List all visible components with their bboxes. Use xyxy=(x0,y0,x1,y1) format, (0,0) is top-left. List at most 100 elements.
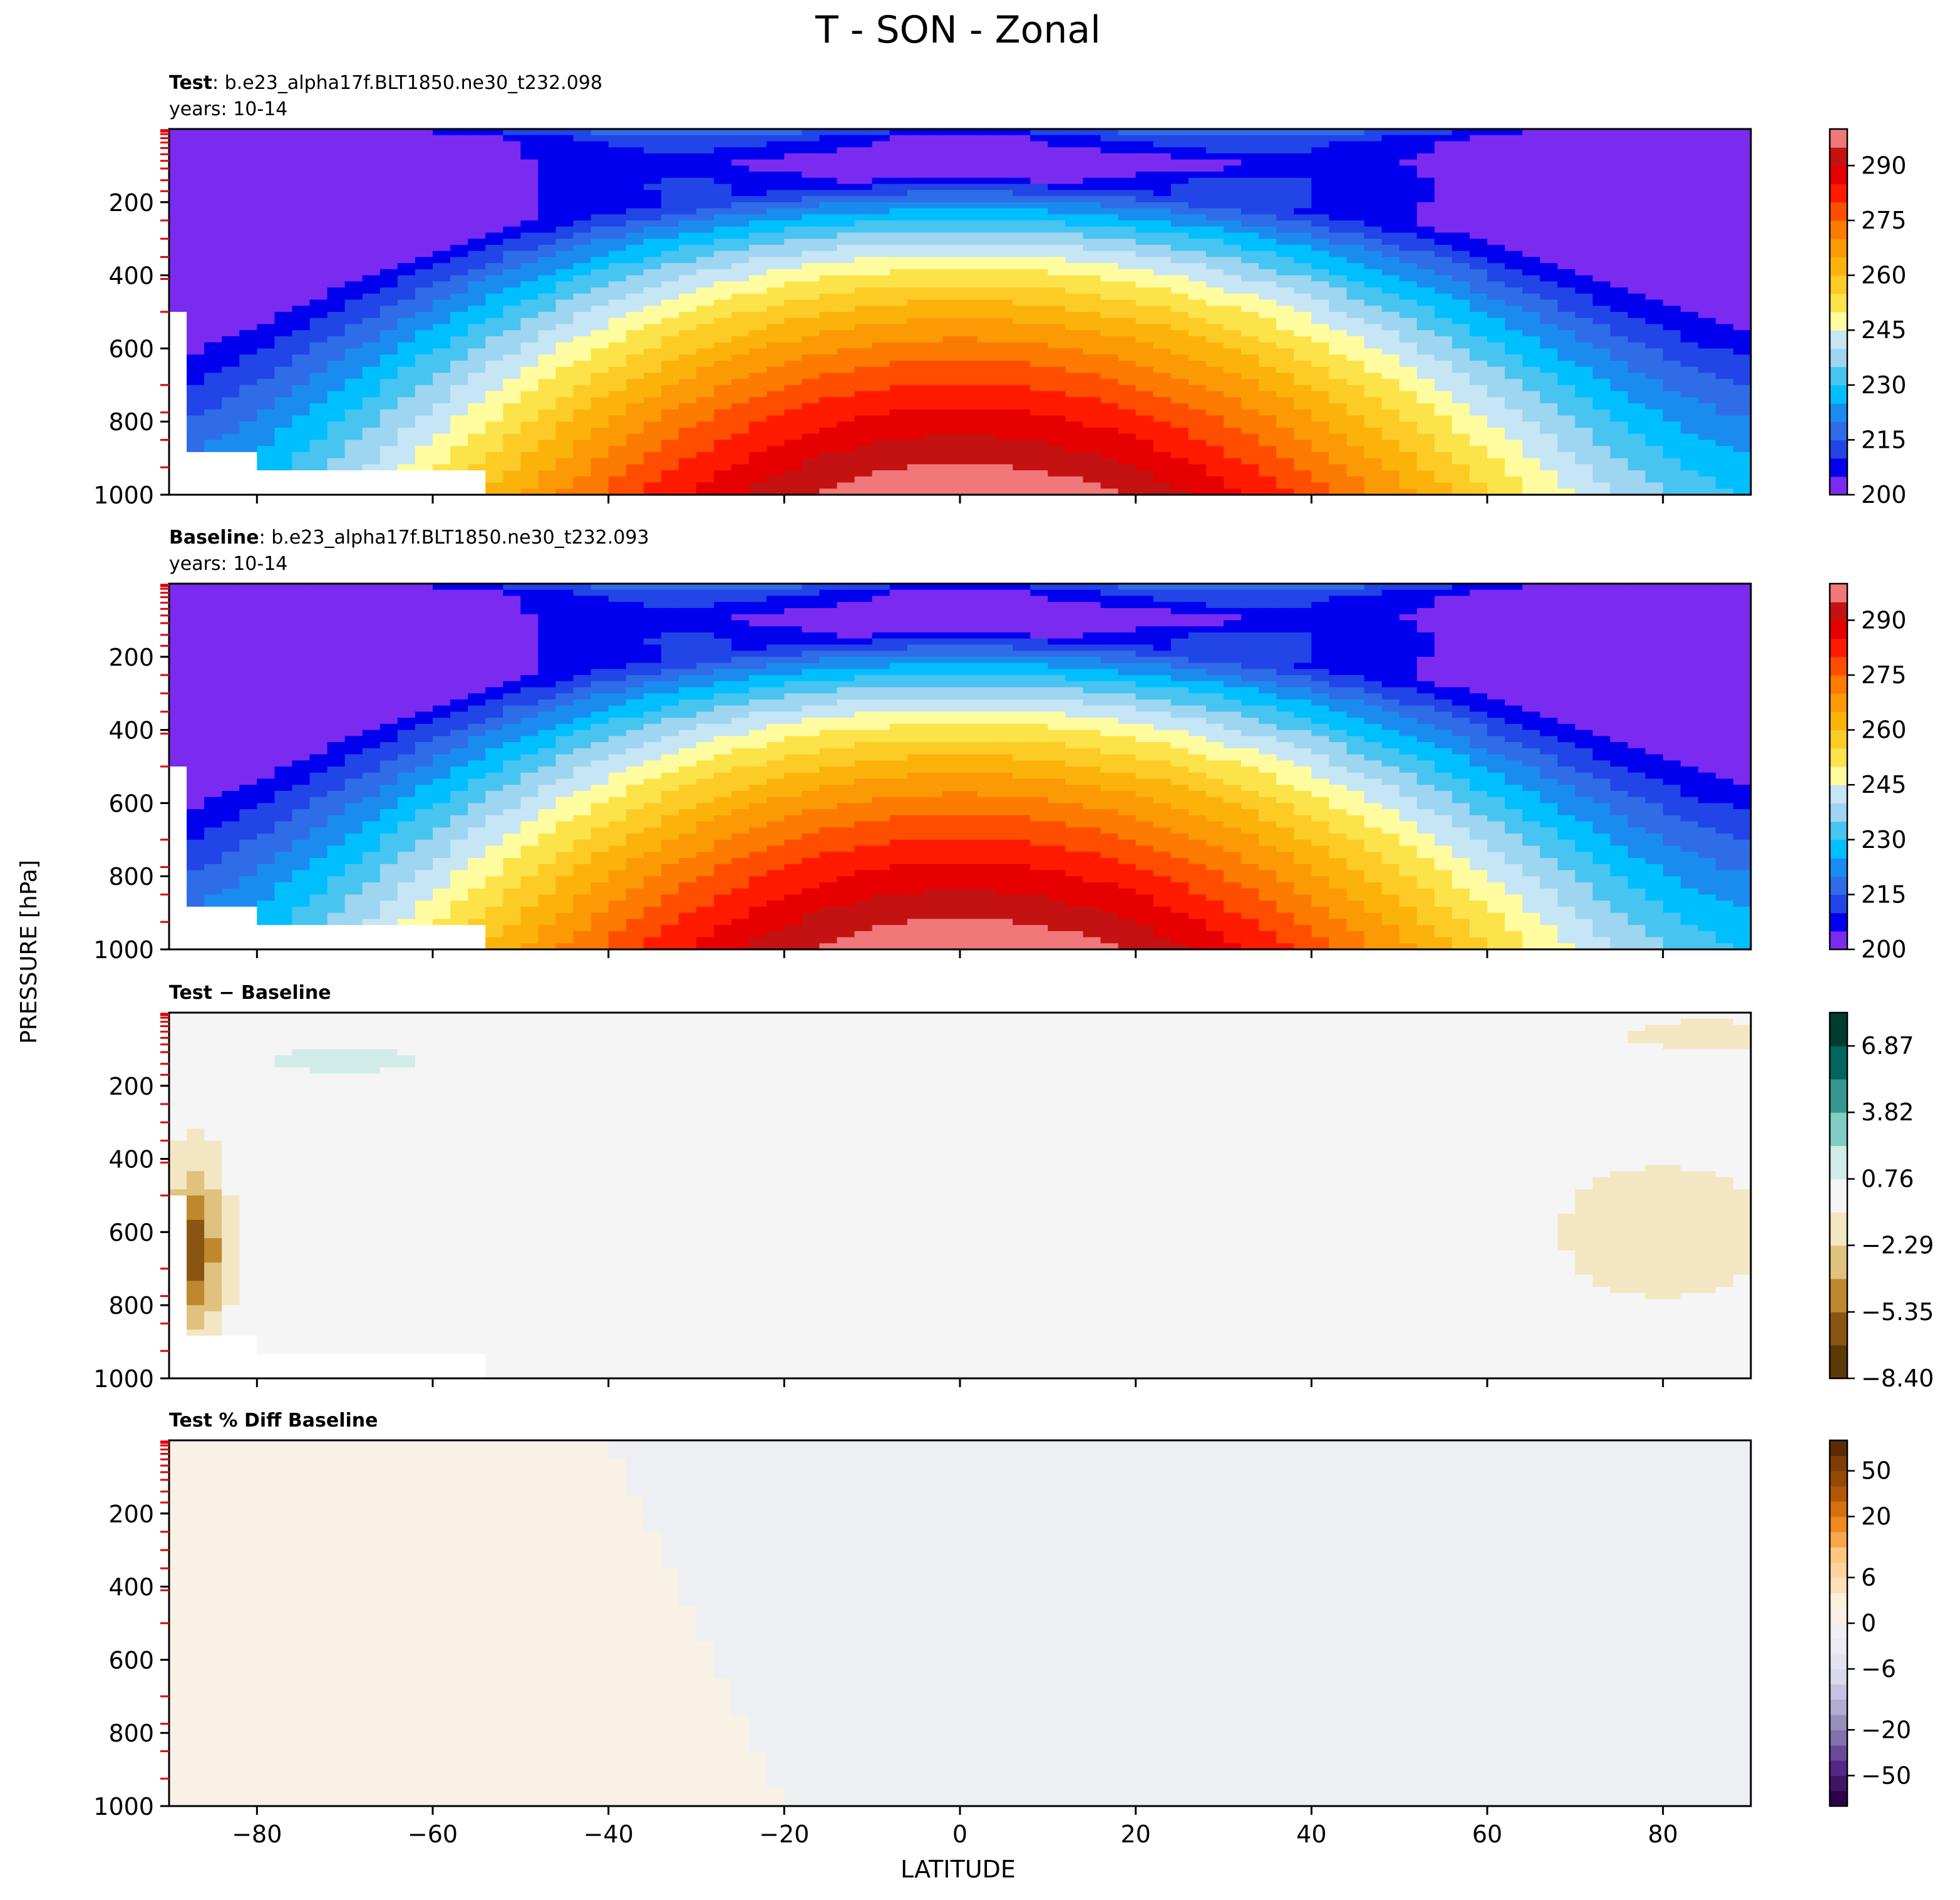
heatmap-cell xyxy=(977,135,996,142)
heatmap-cell xyxy=(1610,141,1629,148)
heatmap-cell xyxy=(626,165,644,172)
heatmap-cell xyxy=(1452,488,1470,495)
heatmap-cell xyxy=(1153,415,1172,422)
heatmap-cell xyxy=(714,385,732,392)
heatmap-cell xyxy=(344,153,363,160)
heatmap-cell xyxy=(362,348,381,355)
heatmap-cell xyxy=(626,464,644,471)
heatmap-cell xyxy=(379,366,398,374)
heatmap-cell xyxy=(362,470,381,477)
heatmap-cell xyxy=(503,293,522,301)
heatmap-cell xyxy=(749,342,768,349)
heatmap-cell xyxy=(239,147,258,154)
heatmap-cell xyxy=(924,263,943,270)
heatmap-cell xyxy=(1241,293,1259,301)
heatmap-cell xyxy=(643,159,662,167)
heatmap-cell xyxy=(696,403,714,410)
heatmap-cell xyxy=(1557,250,1576,258)
heatmap-cell xyxy=(239,397,258,404)
heatmap-cell xyxy=(626,220,644,227)
heatmap-cell xyxy=(608,232,627,239)
heatmap-cell xyxy=(1048,415,1066,422)
heatmap-cell xyxy=(450,403,468,410)
heatmap-cell xyxy=(538,220,557,227)
heatmap-cell xyxy=(1505,464,1523,471)
heatmap-cell xyxy=(450,318,468,325)
heatmap-cell xyxy=(643,263,662,270)
heatmap-cell xyxy=(1170,147,1189,154)
heatmap-cell xyxy=(1224,147,1242,154)
heatmap-cell xyxy=(204,141,222,148)
heatmap-cell xyxy=(1381,177,1400,185)
heatmap-cell xyxy=(819,135,838,142)
heatmap-cell xyxy=(889,403,908,410)
heatmap-cell xyxy=(924,172,943,178)
heatmap-cell xyxy=(1276,330,1295,337)
heatmap-cell xyxy=(1610,354,1629,361)
heatmap-cell xyxy=(731,159,750,167)
heatmap-cell xyxy=(239,312,258,319)
heatmap-cell xyxy=(1311,482,1330,490)
heatmap-cell xyxy=(1135,135,1154,142)
heatmap-cell xyxy=(1153,220,1172,227)
heatmap-cell xyxy=(942,135,961,142)
heatmap-cell xyxy=(379,214,398,221)
heatmap-cell xyxy=(802,360,820,368)
heatmap-cell xyxy=(854,293,873,301)
heatmap-cell xyxy=(591,312,609,319)
heatmap-cell xyxy=(1346,452,1365,459)
heatmap-cell xyxy=(1276,366,1295,374)
heatmap-cell xyxy=(749,190,768,197)
heatmap-cell xyxy=(257,397,276,404)
heatmap-cell xyxy=(960,159,978,167)
heatmap-cell xyxy=(1259,232,1277,239)
heatmap-cell xyxy=(538,391,557,398)
heatmap-cell xyxy=(942,153,961,160)
heatmap-cell xyxy=(362,409,381,416)
heatmap-cell xyxy=(1575,172,1594,178)
heatmap-cell xyxy=(889,318,908,325)
heatmap-cell xyxy=(187,293,205,301)
heatmap-cell xyxy=(222,421,240,428)
heatmap-cell xyxy=(538,183,557,191)
heatmap-cell xyxy=(503,470,522,477)
heatmap-cell xyxy=(222,196,240,203)
heatmap-cell xyxy=(468,275,486,282)
heatmap-cell xyxy=(1241,366,1259,374)
heatmap-cell xyxy=(626,226,644,234)
heatmap-cell xyxy=(1575,275,1594,282)
heatmap-cell xyxy=(1224,470,1242,477)
heatmap-cell xyxy=(1135,440,1154,447)
heatmap-cell xyxy=(819,299,838,307)
heatmap-cell xyxy=(626,440,644,447)
heatmap-cell xyxy=(1522,269,1540,276)
heatmap-cell xyxy=(327,232,346,239)
heatmap-cell xyxy=(802,354,820,361)
heatmap-cell xyxy=(1135,147,1154,154)
heatmap-cell xyxy=(960,403,978,410)
heatmap-cell xyxy=(257,257,276,264)
heatmap-cell xyxy=(187,452,205,459)
heatmap-cell xyxy=(1259,379,1277,386)
heatmap-cell xyxy=(1276,458,1295,465)
heatmap-cell xyxy=(204,214,222,221)
heatmap-cell xyxy=(292,433,311,441)
heatmap-cell xyxy=(274,196,293,203)
heatmap-cell xyxy=(222,244,240,252)
heatmap-cell xyxy=(819,482,838,490)
heatmap-cell xyxy=(468,202,486,209)
heatmap-cell xyxy=(397,153,416,160)
heatmap-cell xyxy=(538,177,557,185)
heatmap-cell xyxy=(169,409,187,416)
heatmap-cell xyxy=(1364,208,1383,215)
heatmap-cell xyxy=(1452,397,1470,404)
heatmap-cell xyxy=(714,299,732,307)
heatmap-cell xyxy=(749,397,768,404)
heatmap-cell xyxy=(362,488,381,495)
heatmap-cell xyxy=(960,373,978,379)
heatmap-cell xyxy=(1469,403,1488,410)
heatmap-cell xyxy=(1100,129,1119,136)
heatmap-cell xyxy=(1399,244,1418,252)
heatmap-cell xyxy=(362,250,381,258)
heatmap-cell xyxy=(1540,366,1559,374)
